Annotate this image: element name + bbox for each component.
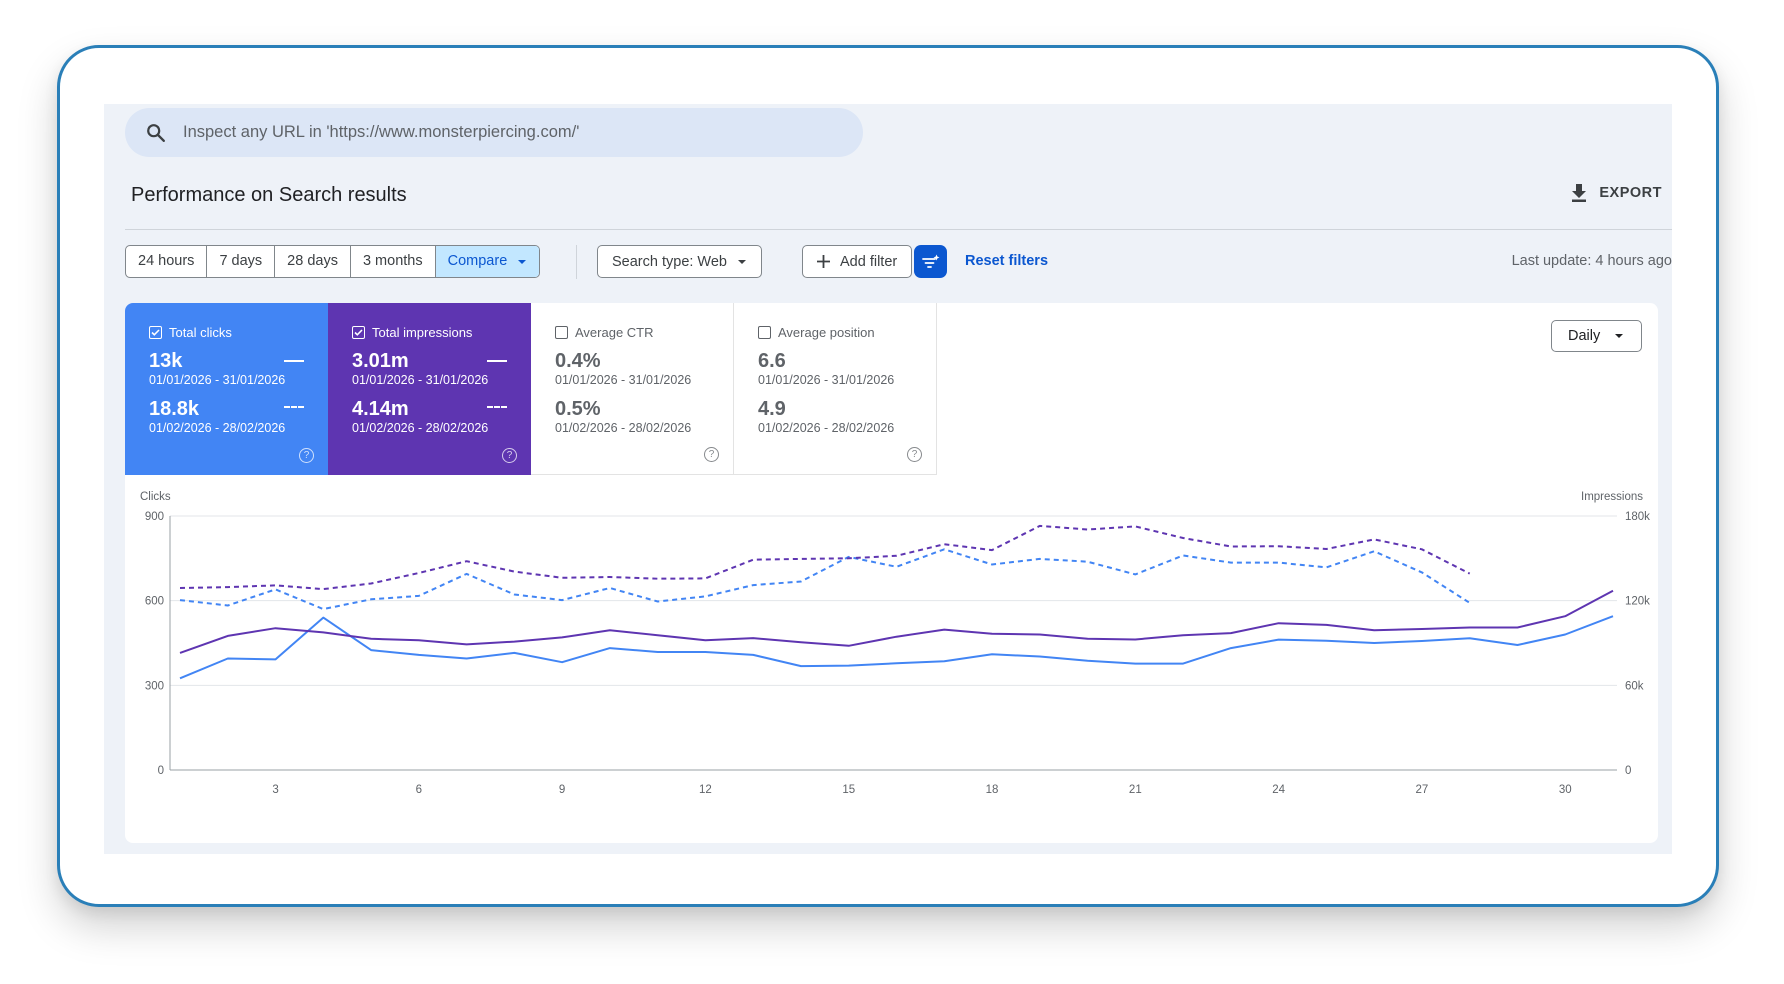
x-tick-label: 18 <box>986 784 999 796</box>
toolbar-separator <box>576 245 577 279</box>
caret-down-icon <box>1615 334 1624 338</box>
performance-card: Total clicks 13k 01/01/2026 - 31/01/2026… <box>125 303 1658 843</box>
checkbox-checked[interactable] <box>149 326 162 339</box>
y-tick-label-right: 60k <box>1625 680 1644 692</box>
series-line-clicks-solid <box>179 615 1614 680</box>
metric-value-current: 13k <box>149 350 183 372</box>
metric-range-previous: 01/02/2026 - 28/02/2026 <box>758 421 895 435</box>
range-3-months[interactable]: 3 months <box>351 246 436 277</box>
download-icon <box>1572 184 1587 202</box>
metric-average-position[interactable]: Average position 6.6 01/01/2026 - 31/01/… <box>734 303 937 475</box>
x-tick-label: 15 <box>842 784 855 796</box>
metric-label: Average position <box>778 325 875 340</box>
metric-total-clicks[interactable]: Total clicks 13k 01/01/2026 - 31/01/2026… <box>125 303 328 475</box>
search-type-label: Search type: Web <box>612 253 727 270</box>
filter-sparkle-icon <box>921 254 939 268</box>
x-tick-label: 21 <box>1129 784 1142 796</box>
range-7-days[interactable]: 7 days <box>207 246 276 277</box>
y-tick-label-left: 300 <box>145 680 164 692</box>
help-icon[interactable]: ? <box>299 448 314 463</box>
series-line-impressions-dashed <box>179 524 1471 591</box>
smart-filter-button[interactable] <box>914 245 947 278</box>
metric-label: Average CTR <box>575 325 654 340</box>
range-24-hours[interactable]: 24 hours <box>126 246 208 277</box>
window-frame: Performance on Search results EXPORT 24 … <box>57 45 1719 907</box>
y-tick-label-right: 0 <box>1625 765 1631 777</box>
caret-down-icon <box>738 259 746 264</box>
metric-value-previous: 4.9 <box>758 398 786 420</box>
metric-total-impressions[interactable]: Total impressions 3.01m 01/01/2026 - 31/… <box>328 303 531 475</box>
metric-value-previous: 4.14m <box>352 398 409 420</box>
x-tick-label: 30 <box>1559 784 1572 796</box>
checkbox-checked[interactable] <box>352 326 365 339</box>
header-divider <box>125 229 1672 230</box>
reset-filters-link[interactable]: Reset filters <box>965 253 1049 269</box>
date-range-selector: 24 hours 7 days 28 days 3 months Compare <box>125 245 541 278</box>
export-button[interactable]: EXPORT <box>1571 184 1662 202</box>
metric-value-current: 0.4% <box>555 350 601 372</box>
url-inspection-input[interactable] <box>183 108 843 157</box>
performance-chart: Clicks Impressions 0 0 300 60k 600 120k 900 180… <box>140 491 1650 796</box>
search-type-dropdown[interactable]: Search type: Web <box>597 245 762 278</box>
metric-label: Total impressions <box>372 325 473 340</box>
plus-icon <box>817 255 830 268</box>
y-tick-label-right: 180k <box>1625 511 1650 523</box>
checkbox-unchecked[interactable] <box>555 326 568 339</box>
metric-range-current: 01/01/2026 - 31/01/2026 <box>555 373 692 387</box>
y-tick-label-left: 600 <box>145 596 164 608</box>
metric-range-current: 01/01/2026 - 31/01/2026 <box>352 373 489 387</box>
caret-down-icon <box>518 259 527 264</box>
help-icon[interactable]: ? <box>502 448 517 463</box>
x-tick-label: 12 <box>699 784 712 796</box>
y-tick-label-left: 0 <box>158 765 164 777</box>
y-axis-left-title: Clicks <box>140 491 171 503</box>
metric-value-previous: 18.8k <box>149 398 200 420</box>
metric-value-previous: 0.5% <box>555 398 601 420</box>
series-line-impressions-solid <box>179 589 1614 654</box>
metric-range-previous: 01/02/2026 - 28/02/2026 <box>352 421 489 435</box>
metric-range-current: 01/01/2026 - 31/01/2026 <box>149 373 286 387</box>
metric-range-current: 01/01/2026 - 31/01/2026 <box>758 373 895 387</box>
search-icon <box>147 124 165 142</box>
last-update-status: Last update: 4 hours ago <box>1511 253 1672 269</box>
granularity-dropdown[interactable]: Daily <box>1551 320 1642 352</box>
x-tick-label: 3 <box>272 784 278 796</box>
x-tick-label: 24 <box>1272 784 1285 796</box>
y-axis-right-title: Impressions <box>1581 491 1643 503</box>
search-console-panel: Performance on Search results EXPORT 24 … <box>104 104 1672 854</box>
help-icon[interactable]: ? <box>907 447 922 462</box>
filter-toolbar: 24 hours 7 days 28 days 3 months Compare… <box>125 245 1672 279</box>
y-tick-label-left: 900 <box>145 511 164 523</box>
help-icon[interactable]: ? <box>704 447 719 462</box>
series-line-clicks-dashed <box>179 548 1471 611</box>
add-filter-label: Add filter <box>840 253 898 270</box>
checkbox-unchecked[interactable] <box>758 326 771 339</box>
metric-range-previous: 01/02/2026 - 28/02/2026 <box>555 421 692 435</box>
metric-average-ctr[interactable]: Average CTR 0.4% 01/01/2026 - 31/01/2026… <box>531 303 734 475</box>
dashed-line-legend-icon <box>487 406 507 408</box>
solid-line-legend-icon <box>487 360 507 362</box>
url-inspection-bar[interactable] <box>125 108 863 157</box>
x-tick-label: 9 <box>559 784 565 796</box>
add-filter-button[interactable]: Add filter <box>802 245 913 278</box>
compare-dropdown[interactable]: Compare <box>435 246 540 277</box>
x-tick-label: 27 <box>1416 784 1429 796</box>
range-28-days[interactable]: 28 days <box>275 246 351 277</box>
granularity-label: Daily <box>1568 328 1601 344</box>
metric-label: Total clicks <box>169 325 232 340</box>
solid-line-legend-icon <box>284 360 304 362</box>
metric-range-previous: 01/02/2026 - 28/02/2026 <box>149 421 286 435</box>
compare-label: Compare <box>447 253 508 269</box>
metric-value-current: 3.01m <box>352 350 409 372</box>
x-tick-label: 6 <box>416 784 422 796</box>
y-tick-label-right: 120k <box>1625 596 1650 608</box>
metric-value-current: 6.6 <box>758 350 786 372</box>
dashed-line-legend-icon <box>284 406 304 408</box>
page-title: Performance on Search results <box>131 184 407 206</box>
export-label: EXPORT <box>1599 185 1662 201</box>
